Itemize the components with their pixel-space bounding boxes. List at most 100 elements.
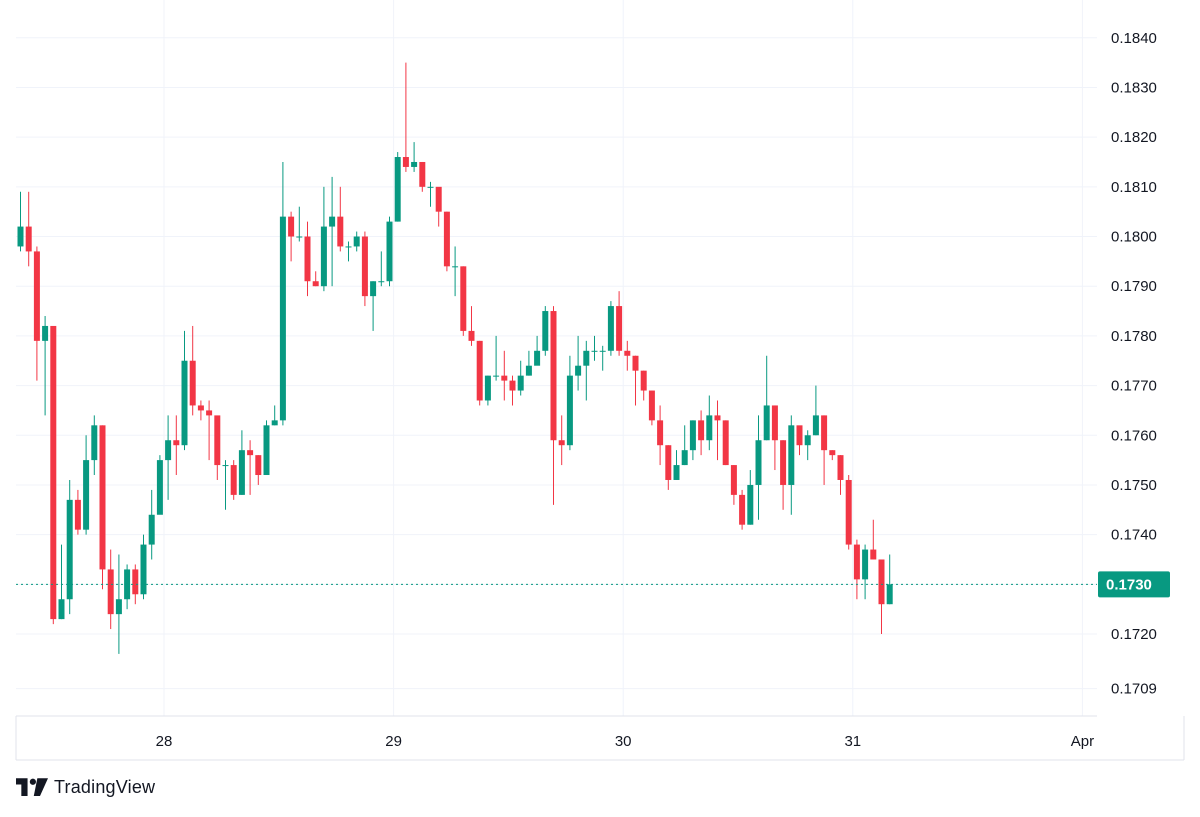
candle-body: [271, 420, 278, 426]
candle-body: [435, 186, 442, 212]
candle: [402, 62, 409, 172]
candle-body: [706, 415, 713, 441]
candle-body: [402, 157, 409, 167]
candle-body: [83, 460, 90, 530]
candle: [534, 335, 541, 366]
candle: [616, 291, 623, 356]
x-tick-label: 28: [156, 733, 173, 750]
candle-body: [378, 281, 385, 283]
candle-body: [296, 236, 303, 238]
candle-body: [74, 499, 81, 530]
candle-body: [468, 330, 475, 341]
candle: [730, 465, 737, 505]
candle: [312, 271, 319, 287]
candle: [288, 211, 295, 262]
candle: [796, 425, 803, 456]
candle-body: [853, 544, 860, 580]
candle-body: [583, 350, 590, 366]
candle: [91, 415, 98, 476]
candle-body: [107, 569, 114, 615]
candle-body: [173, 440, 180, 446]
candle: [501, 350, 508, 401]
candle: [607, 301, 614, 356]
y-tick-label: 0.1800: [1111, 229, 1157, 246]
y-tick-label: 0.1820: [1111, 129, 1157, 146]
candle-body: [525, 365, 532, 376]
x-tick-label: 30: [615, 733, 632, 750]
candle: [468, 306, 475, 346]
candle: [214, 415, 221, 480]
candle-body: [386, 221, 393, 282]
candle: [279, 161, 286, 426]
candle-body: [361, 236, 368, 297]
candle: [25, 191, 32, 267]
candle-body: [550, 311, 557, 441]
candle: [624, 340, 631, 371]
candle: [714, 400, 721, 461]
candle: [640, 370, 647, 401]
candle-body: [263, 425, 270, 476]
candle-body: [460, 266, 467, 331]
candle: [509, 375, 516, 406]
candle-body: [501, 375, 508, 381]
candle-body: [197, 405, 204, 411]
candle: [665, 445, 672, 490]
candle-body: [230, 465, 237, 495]
candle: [599, 345, 606, 371]
candle-body: [443, 211, 450, 267]
candle-body: [763, 405, 770, 441]
candle-body: [66, 499, 73, 600]
candle-body: [255, 455, 262, 476]
y-tick-label: 0.1770: [1111, 378, 1157, 395]
candle: [632, 355, 639, 406]
candle-body: [657, 420, 664, 446]
candle: [165, 415, 172, 500]
y-tick-label: 0.1830: [1111, 79, 1157, 96]
tradingview-logo[interactable]: TradingView: [16, 777, 155, 798]
candle: [788, 415, 795, 515]
candle: [763, 355, 770, 441]
candle-body: [730, 465, 737, 495]
candle: [845, 475, 852, 550]
candle-body: [91, 425, 98, 461]
candle-body: [788, 425, 795, 485]
candle: [780, 440, 787, 510]
time-axis[interactable]: 28 29 30 31 Apr: [156, 733, 1094, 750]
candle: [419, 161, 426, 192]
candle-body: [566, 375, 573, 446]
candle: [271, 405, 278, 426]
candle: [476, 340, 483, 406]
candle: [132, 564, 139, 605]
candle: [747, 470, 754, 525]
candle: [484, 375, 491, 406]
candle: [173, 415, 180, 476]
candle: [238, 430, 245, 495]
candle-body: [812, 415, 819, 436]
candle: [378, 251, 385, 287]
candle-body: [681, 450, 688, 466]
candle: [591, 335, 598, 361]
candle-body: [714, 415, 721, 421]
candle: [821, 415, 828, 485]
candle-body: [25, 226, 32, 252]
candle: [386, 216, 393, 287]
candle-body: [345, 246, 352, 248]
candle: [566, 355, 573, 451]
tradingview-logo-icon: [16, 777, 48, 796]
candle-body: [427, 186, 434, 188]
candle-body: [370, 281, 377, 297]
candle: [411, 142, 418, 172]
candle-body: [222, 465, 229, 467]
candles: [17, 62, 893, 654]
candle-body: [837, 455, 844, 480]
candle-body: [329, 216, 336, 227]
candle-body: [353, 236, 360, 247]
candle: [878, 559, 885, 635]
candle-body: [509, 380, 516, 391]
candle-body: [796, 425, 803, 446]
candle: [337, 186, 344, 252]
candle-body: [755, 440, 762, 485]
candle: [673, 450, 680, 480]
candle-body: [780, 440, 787, 485]
